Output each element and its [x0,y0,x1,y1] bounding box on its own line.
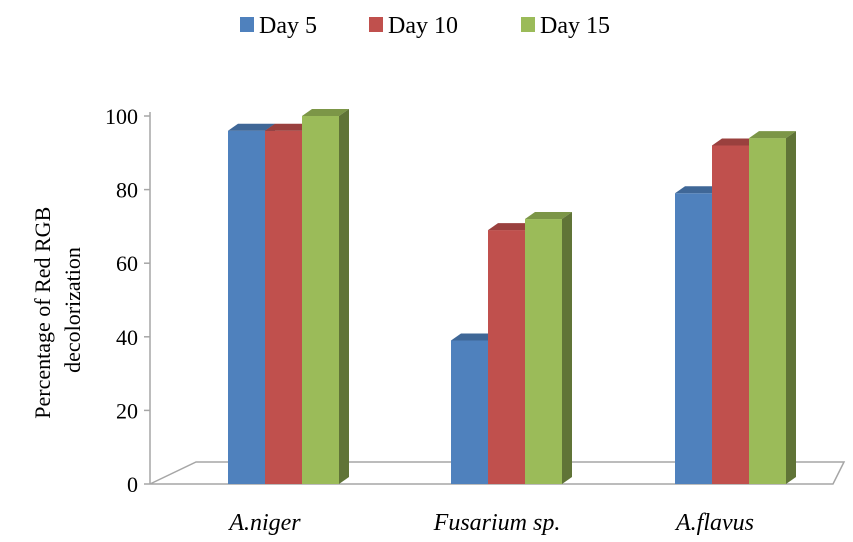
bar-front [525,219,562,485]
bar-side [562,212,572,485]
y-tick-label: 60 [116,251,138,276]
legend-label: Day 5 [259,13,317,39]
legend-swatch [369,17,383,32]
legend-item: Day 15 [521,13,610,39]
bar-front [451,340,488,484]
bar-top [488,223,535,231]
bar-top [228,123,275,131]
bar-top [525,212,572,220]
legend: Day 5 Day 10 Day 15 [240,13,610,39]
bar-front [712,145,749,484]
chart-floor [149,461,846,485]
bar-front [228,130,265,484]
bar-top [302,109,349,116]
bar-side [339,109,349,484]
bar-front [302,116,339,484]
y-tick-label: 40 [116,325,138,350]
legend-swatch [521,17,535,32]
floor-outline [149,461,846,485]
legend-item: Day 5 [240,13,317,39]
bar-top [451,333,498,341]
bar-side [786,131,796,484]
legend-label: Day 10 [388,13,458,39]
x-category-label: A.flavus [674,510,754,536]
bar [675,186,722,484]
bar-top [675,186,722,194]
bar [749,131,796,484]
bar-front [265,130,302,484]
legend-item: Day 10 [369,13,458,39]
y-tick-label: 0 [127,472,138,497]
y-axis-label-line: decolorization [60,247,85,373]
bar [302,109,349,484]
legend-swatch [240,17,254,32]
x-axis: A.niger Fusarium sp. A.flavus [227,510,754,536]
y-tick-label: 100 [105,104,138,129]
x-category-label: Fusarium sp. [433,510,561,536]
bar-front [749,138,786,484]
y-tick-label: 80 [116,178,138,203]
legend-label: Day 15 [540,13,610,39]
y-tick-label: 20 [116,398,138,423]
y-axis-label-line: Percentage of Red RGB [30,207,55,419]
bar-top [749,131,796,139]
bar-front [675,193,712,484]
bar-top [265,123,312,131]
bars [228,109,796,485]
bar-front [488,230,525,484]
bar-top [712,138,759,146]
y-axis: 0 20 40 60 80 100 [105,104,151,497]
x-category-label: A.niger [227,510,301,536]
bar [525,212,572,485]
y-axis-label: Percentage of Red RGB decolorization [30,201,85,419]
